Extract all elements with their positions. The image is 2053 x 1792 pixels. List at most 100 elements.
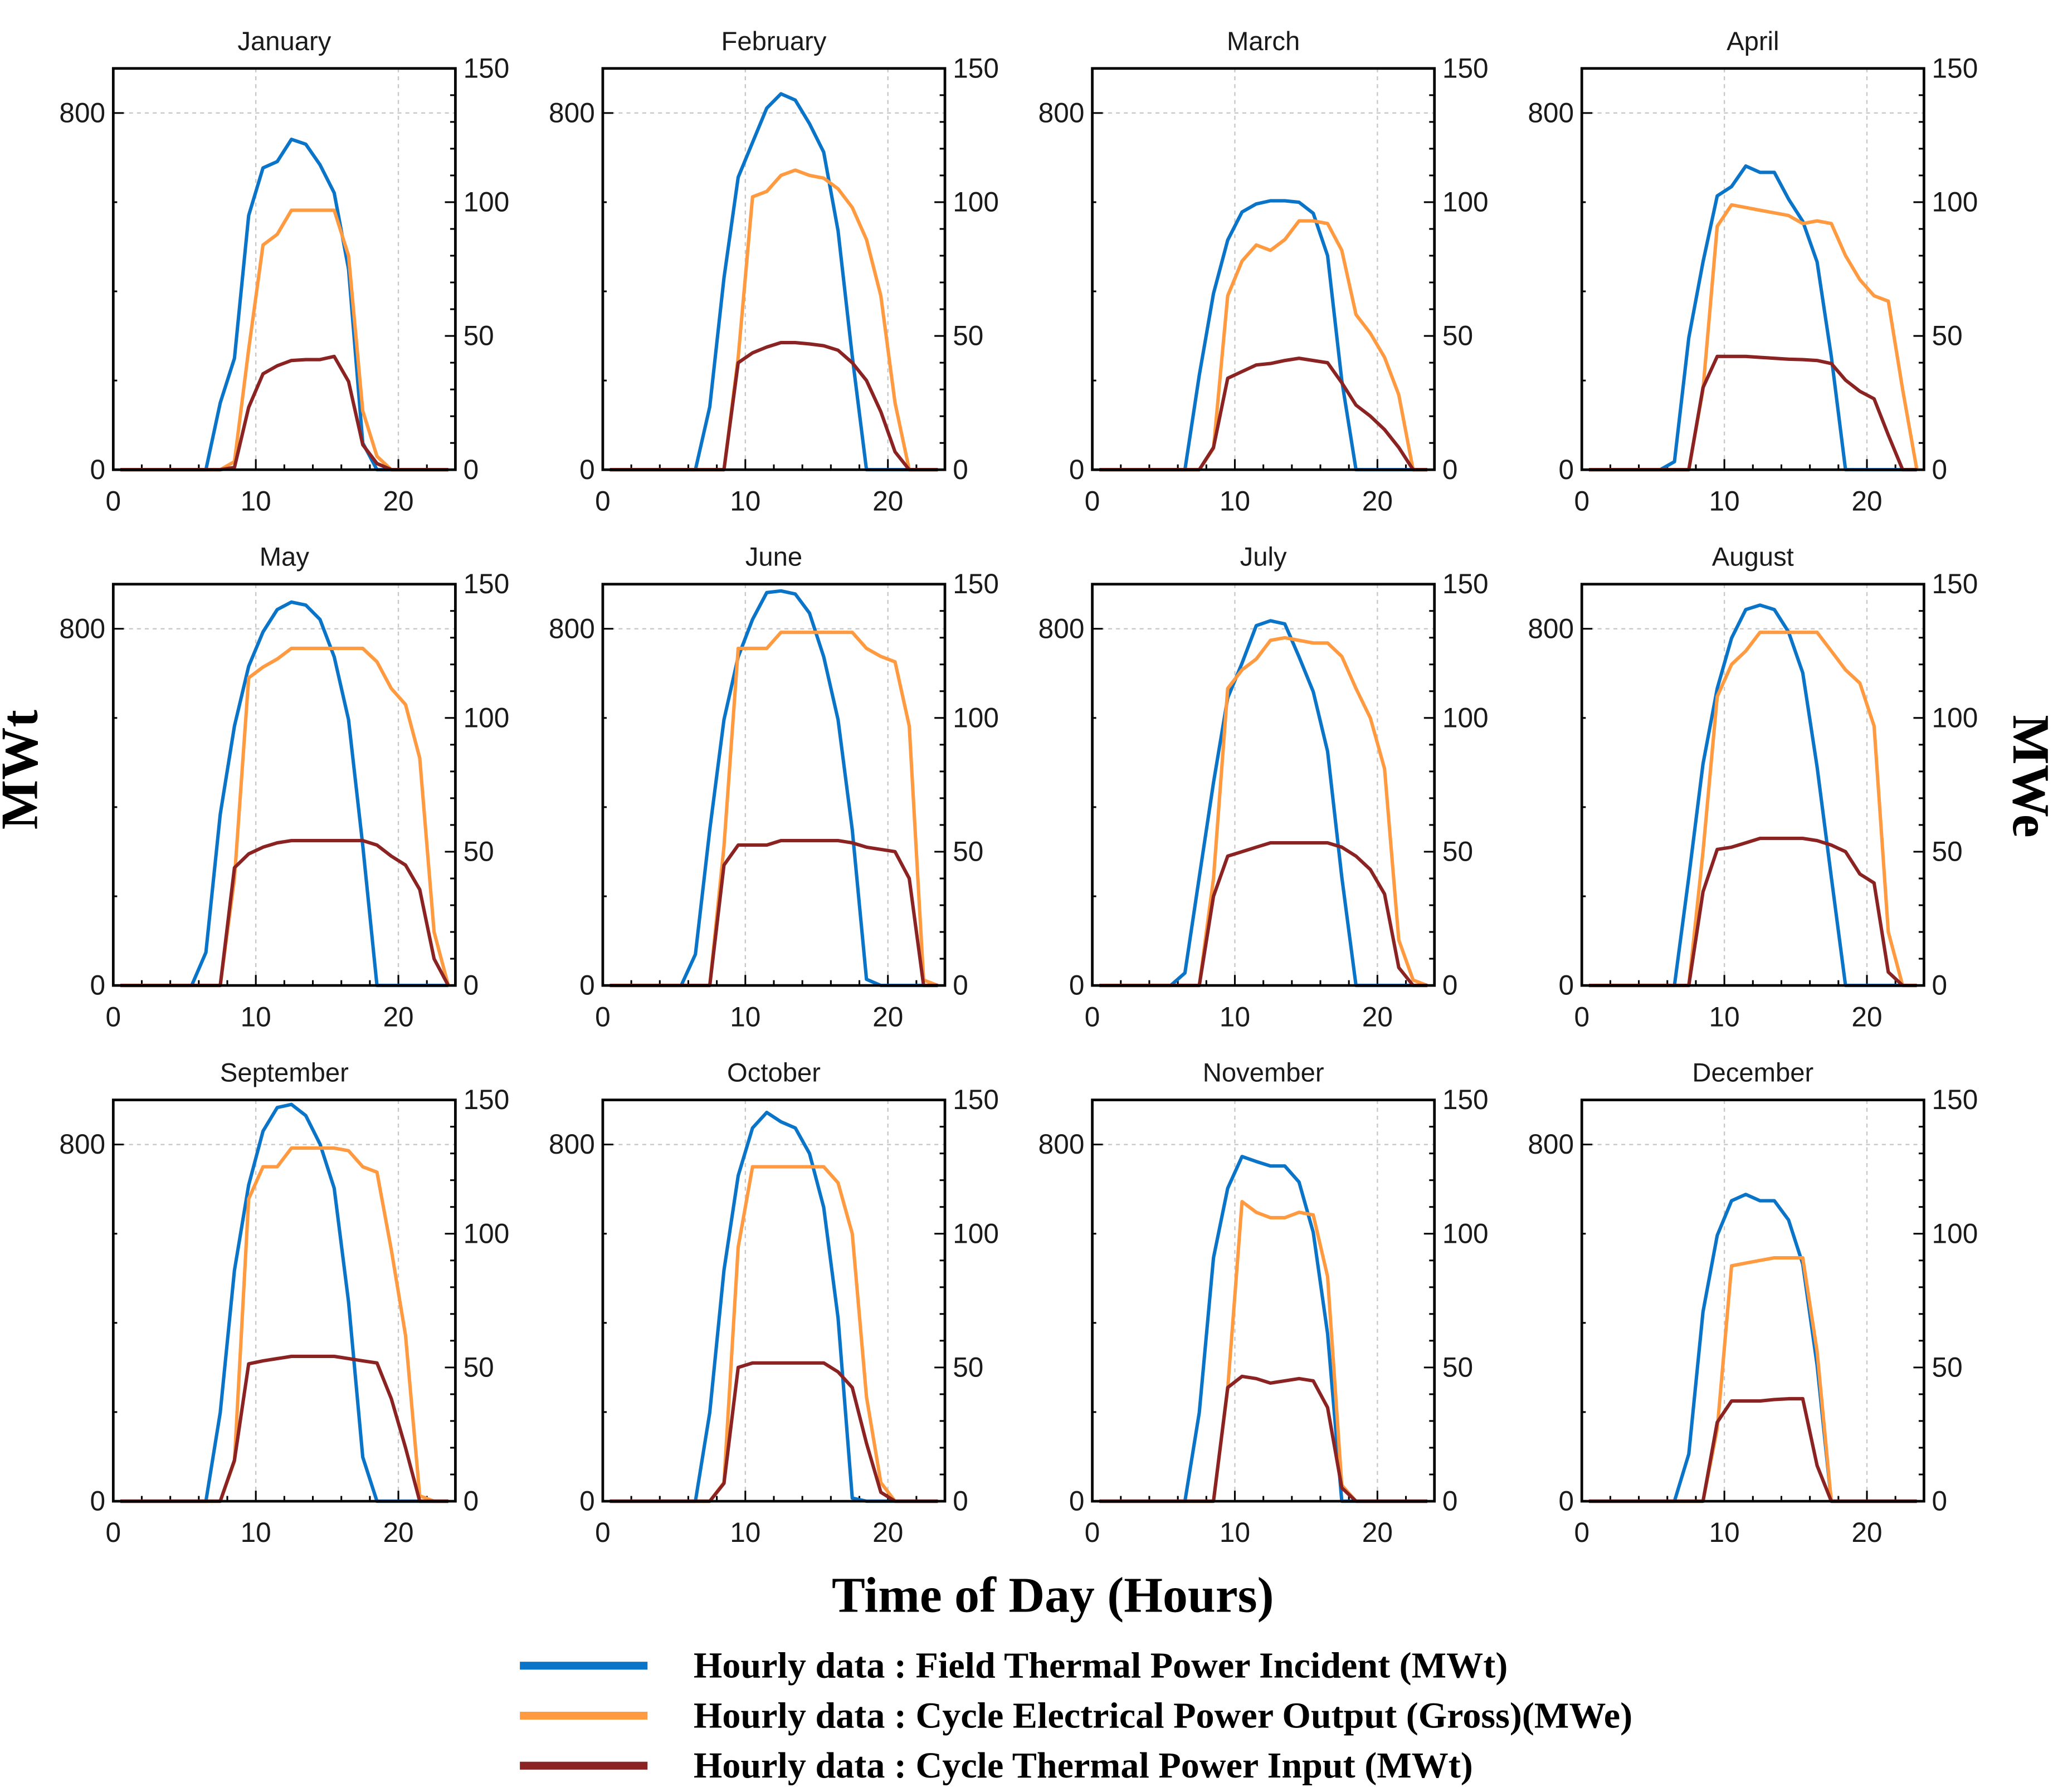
y-right-tick-label: 100 [1442,186,1489,217]
panel-title: February [721,27,827,56]
y-right-tick-label: 150 [953,568,999,599]
y-right-tick-label: 150 [1932,568,1978,599]
y-right-tick-label: 100 [953,186,999,217]
series-line-field [1589,603,1917,988]
y-right-tick-label: 0 [953,970,968,1001]
panel-february: February 0 10 20 0 800 0 50 100 150 [549,27,999,517]
y-left-tick-label: 800 [59,1129,105,1160]
plot-frame [1580,583,1925,987]
y-left-tick-label: 0 [579,1486,595,1517]
y-right-tick-label: 50 [953,836,983,867]
x-tick-label: 20 [1851,1001,1882,1032]
panel-june: June 0 10 20 0 800 0 50 100 150 [549,543,999,1033]
x-tick-label: 10 [730,485,760,516]
series-line-field [609,589,938,988]
y-right-tick-label: 150 [464,568,510,599]
x-tick-label: 10 [1709,1001,1740,1032]
x-tick-label: 10 [1220,485,1250,516]
plot-frame [1091,67,1436,471]
y-axis-right-label: MWe [2002,715,2053,837]
y-right-tick-label: 0 [1932,454,1948,485]
x-tick-label: 0 [1574,1517,1589,1548]
x-tick-label: 0 [595,1517,611,1548]
panel-title: September [220,1058,349,1088]
plot-frame [1580,1098,1925,1503]
y-left-tick-label: 0 [1069,454,1085,485]
y-right-tick-label: 50 [953,320,983,351]
series-line-input [1589,354,1917,472]
x-tick-label: 0 [1574,485,1589,516]
x-tick-label: 0 [1085,1517,1100,1548]
plot-frame [111,1098,457,1503]
y-right-tick-label: 100 [1932,1218,1978,1249]
panel-december: December 0 10 20 0 800 0 50 100 150 [1528,1058,1978,1549]
x-tick-label: 20 [383,485,413,516]
panel-title: June [745,543,802,572]
y-right-tick-label: 0 [1442,454,1458,485]
series-line-output [1099,1200,1427,1503]
x-tick-label: 20 [872,1517,903,1548]
y-right-tick-label: 0 [464,1486,479,1517]
y-left-tick-label: 0 [1558,1486,1574,1517]
y-right-tick-label: 100 [1442,1218,1489,1249]
series-line-field [1099,199,1427,472]
panel-title: April [1727,27,1779,56]
panel-title: August [1712,543,1794,572]
y-right-tick-label: 100 [1442,702,1489,733]
x-tick-label: 10 [241,485,271,516]
series-line-input [1099,841,1427,988]
legend-swatch [520,1761,648,1770]
panel-september: September 0 10 20 0 800 0 50 100 150 [59,1058,509,1549]
y-right-tick-label: 150 [953,52,999,84]
series-line-output [1589,203,1919,472]
y-right-tick-label: 150 [1442,1084,1489,1115]
x-tick-label: 0 [1574,1001,1589,1032]
y-right-tick-label: 100 [464,1218,510,1249]
x-tick-label: 20 [872,485,903,516]
series-line-output [1099,219,1427,472]
plot-frame [111,67,457,471]
y-right-tick-label: 50 [464,836,494,867]
x-tick-label: 10 [241,1517,271,1548]
y-left-tick-label: 800 [1038,613,1085,644]
y-right-tick-label: 100 [1932,186,1978,217]
y-left-tick-label: 800 [1038,97,1085,128]
y-right-tick-label: 150 [1442,568,1489,599]
panel-title: January [237,27,331,56]
y-right-tick-label: 150 [464,52,510,84]
y-right-tick-label: 50 [464,320,494,351]
series-line-output [609,631,939,988]
y-right-tick-label: 100 [464,702,510,733]
x-tick-label: 20 [1362,1517,1393,1548]
y-right-tick-label: 0 [464,454,479,485]
y-left-tick-label: 0 [90,454,106,485]
y-right-tick-label: 100 [953,1218,999,1249]
y-left-tick-label: 0 [1069,1486,1085,1517]
x-tick-label: 20 [1362,485,1393,516]
plot-frame [601,1098,947,1503]
panel-july: July 0 10 20 0 800 0 50 100 150 [1038,543,1489,1033]
x-tick-label: 20 [383,1517,413,1548]
x-tick-label: 0 [105,1001,121,1032]
x-tick-label: 0 [105,1517,121,1548]
series-line-input [120,1354,448,1503]
series-line-output [609,168,938,472]
y-right-tick-label: 150 [464,1084,510,1115]
panel-title: December [1692,1058,1813,1088]
x-tick-label: 10 [1709,485,1740,516]
legend-swatch [520,1711,648,1720]
legend-item-field: Hourly data : Field Thermal Power Incide… [520,1645,1508,1686]
x-tick-label: 20 [1362,1001,1393,1032]
series-line-field [1589,164,1917,472]
panel-august: August 0 10 20 0 800 0 50 100 150 [1528,543,1978,1033]
series-line-input [609,1361,938,1503]
x-tick-label: 0 [105,485,121,516]
y-right-tick-label: 0 [1442,1486,1458,1517]
series-line-output [120,1146,448,1503]
y-left-tick-label: 0 [1558,970,1574,1001]
legend-label: Hourly data : Cycle Electrical Power Out… [694,1695,1632,1736]
y-left-tick-label: 0 [1558,454,1574,485]
y-right-tick-label: 50 [1932,836,1963,867]
plot-frame [1091,583,1436,987]
